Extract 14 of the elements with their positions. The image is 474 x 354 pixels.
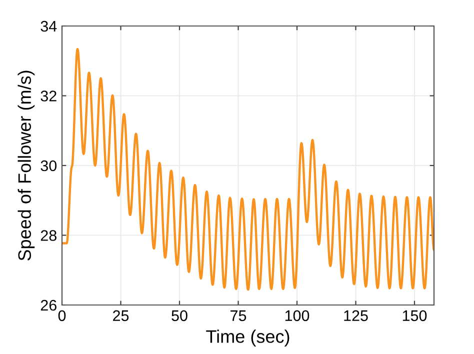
- x-tick-label: 100: [285, 310, 310, 322]
- x-tick-label: 50: [172, 310, 188, 322]
- y-tick-label: 30: [40, 160, 57, 172]
- x-tick-label: 75: [230, 310, 246, 322]
- x-tick-label: 125: [344, 310, 368, 322]
- y-tick-label: 26: [40, 300, 56, 311]
- y-tick-label: 34: [40, 20, 57, 32]
- x-axis-title: Time (sec): [206, 330, 290, 346]
- x-tick-label: 0: [58, 310, 66, 322]
- y-tick-label: 28: [40, 230, 56, 241]
- x-tick-label: 25: [113, 310, 129, 322]
- y-tick-label: 32: [40, 90, 56, 102]
- x-tick-label: 150: [402, 310, 427, 322]
- y-axis-title: Speed of Follower (m/s): [18, 70, 35, 260]
